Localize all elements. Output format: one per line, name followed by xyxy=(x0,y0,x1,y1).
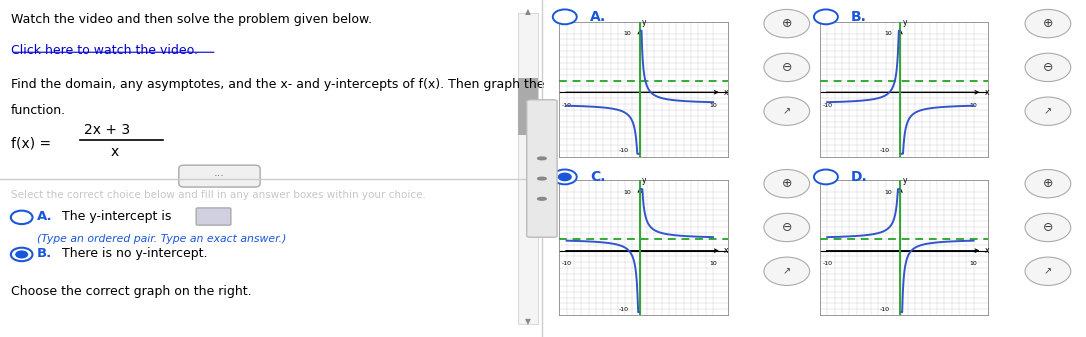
Text: ↗: ↗ xyxy=(1044,106,1052,116)
Text: function.: function. xyxy=(11,104,66,118)
Text: (Type an ordered pair. Type an exact answer.): (Type an ordered pair. Type an exact ans… xyxy=(37,234,287,244)
Circle shape xyxy=(763,9,809,38)
Text: A.: A. xyxy=(590,10,606,24)
Text: 10: 10 xyxy=(884,189,892,194)
Text: y: y xyxy=(902,176,907,185)
Text: ⊖: ⊖ xyxy=(1043,221,1053,234)
Circle shape xyxy=(814,9,838,24)
Text: -10: -10 xyxy=(822,103,832,108)
Text: There is no y-intercept.: There is no y-intercept. xyxy=(62,247,207,260)
Circle shape xyxy=(763,53,809,82)
Text: x: x xyxy=(111,145,119,159)
Text: ⊖: ⊖ xyxy=(1043,61,1053,74)
Text: ▲: ▲ xyxy=(525,7,531,16)
FancyBboxPatch shape xyxy=(197,208,231,225)
Text: Find the domain, any asymptotes, and the x- and y-intercepts of f(x). Then graph: Find the domain, any asymptotes, and the… xyxy=(11,78,544,91)
Text: ▼: ▼ xyxy=(525,317,531,326)
Circle shape xyxy=(763,170,809,198)
Text: y: y xyxy=(642,18,646,27)
Circle shape xyxy=(1025,213,1071,242)
Text: ⊕: ⊕ xyxy=(782,177,792,190)
FancyBboxPatch shape xyxy=(179,165,261,187)
Text: 10: 10 xyxy=(709,261,717,266)
Text: ⊖: ⊖ xyxy=(782,221,792,234)
Text: y: y xyxy=(642,176,646,185)
Text: A.: A. xyxy=(37,210,52,223)
Text: 2x + 3: 2x + 3 xyxy=(84,123,130,137)
Circle shape xyxy=(558,173,572,181)
Text: Click here to watch the video.: Click here to watch the video. xyxy=(11,44,198,57)
FancyBboxPatch shape xyxy=(518,78,539,135)
Text: The y-intercept is: The y-intercept is xyxy=(62,210,172,223)
Text: B.: B. xyxy=(37,247,52,260)
Text: Choose the correct graph on the right.: Choose the correct graph on the right. xyxy=(11,285,252,298)
Text: ⊖: ⊖ xyxy=(782,61,792,74)
Circle shape xyxy=(763,97,809,125)
Circle shape xyxy=(763,213,809,242)
Circle shape xyxy=(814,170,838,184)
Text: ⊕: ⊕ xyxy=(782,17,792,30)
Circle shape xyxy=(1025,97,1071,125)
Text: ⊕: ⊕ xyxy=(1043,177,1053,190)
Text: 10: 10 xyxy=(709,103,717,108)
Circle shape xyxy=(1025,53,1071,82)
Text: ↗: ↗ xyxy=(783,106,791,116)
Text: 10: 10 xyxy=(623,31,631,36)
Text: f(x) =: f(x) = xyxy=(11,136,51,150)
Circle shape xyxy=(1025,257,1071,285)
Text: -10: -10 xyxy=(619,307,629,312)
Text: 10: 10 xyxy=(884,31,892,36)
Circle shape xyxy=(11,211,33,224)
Text: ↗: ↗ xyxy=(1044,266,1052,276)
Text: y: y xyxy=(902,18,907,27)
Text: x: x xyxy=(724,88,729,97)
Circle shape xyxy=(11,248,33,261)
Text: x: x xyxy=(985,88,989,97)
Text: -10: -10 xyxy=(561,103,571,108)
Text: ⊕: ⊕ xyxy=(1043,17,1053,30)
Text: B.: B. xyxy=(851,10,867,24)
Circle shape xyxy=(553,9,577,24)
Text: -10: -10 xyxy=(880,307,889,312)
Text: -10: -10 xyxy=(561,261,571,266)
Text: Select the correct choice below and fill in any answer boxes within your choice.: Select the correct choice below and fill… xyxy=(11,190,426,201)
Text: -10: -10 xyxy=(822,261,832,266)
Text: -10: -10 xyxy=(619,148,629,153)
Circle shape xyxy=(763,257,809,285)
Text: -10: -10 xyxy=(880,148,889,153)
Circle shape xyxy=(553,170,577,184)
Text: 10: 10 xyxy=(970,103,977,108)
Circle shape xyxy=(1025,170,1071,198)
Circle shape xyxy=(15,250,28,258)
Text: C.: C. xyxy=(590,170,605,184)
Text: 10: 10 xyxy=(623,189,631,194)
Text: 10: 10 xyxy=(970,261,977,266)
Circle shape xyxy=(1025,9,1071,38)
FancyBboxPatch shape xyxy=(518,13,539,324)
Text: ↗: ↗ xyxy=(783,266,791,276)
Text: D.: D. xyxy=(851,170,868,184)
Text: ···: ··· xyxy=(214,171,225,181)
Text: Watch the video and then solve the problem given below.: Watch the video and then solve the probl… xyxy=(11,13,372,27)
Text: x: x xyxy=(724,246,729,255)
Text: x: x xyxy=(985,246,989,255)
